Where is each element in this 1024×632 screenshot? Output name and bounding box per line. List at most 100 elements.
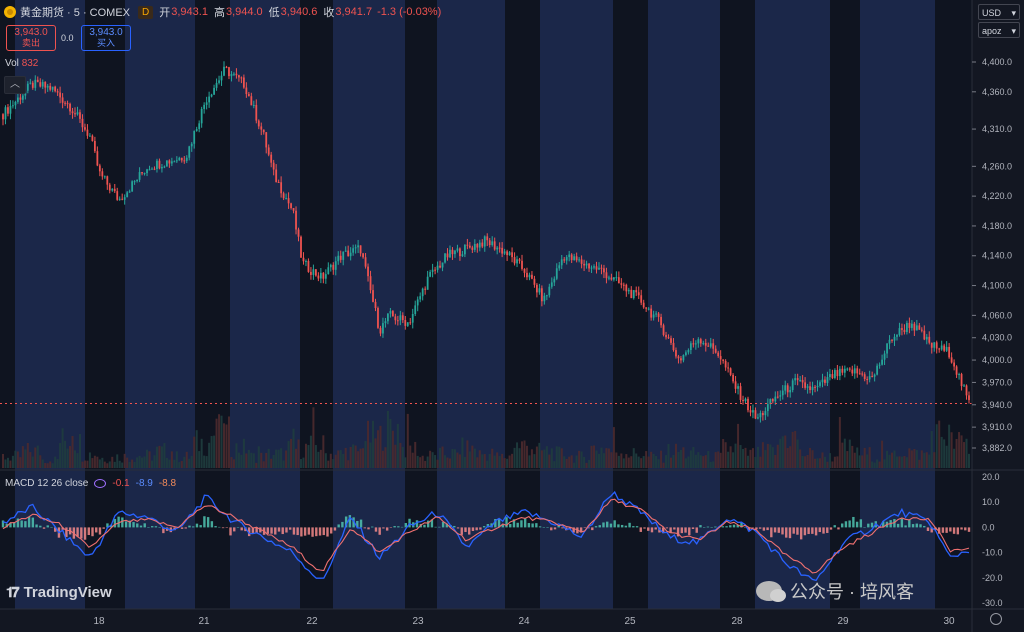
candle-body (540, 288, 543, 302)
macd-hist-bar (546, 527, 549, 528)
volume-bar (955, 438, 958, 468)
volume-bar (4, 459, 7, 468)
macd-hist-bar (617, 524, 620, 528)
sell-button[interactable]: 3,943.0 卖出 (6, 25, 56, 51)
candle-body (362, 253, 364, 258)
candle-body (553, 278, 556, 283)
macd-hist-bar (937, 527, 941, 534)
macd-tick-label: 10.0 (982, 497, 1000, 507)
volume-bar (953, 448, 956, 468)
buy-button[interactable]: 3,943.0 买入 (81, 25, 131, 51)
macd-hist-bar (561, 527, 564, 529)
candle-body (901, 328, 903, 330)
volume-value: 832 (21, 58, 39, 69)
candle-body (784, 385, 787, 391)
candle-body (158, 160, 161, 169)
scale-mode-select[interactable]: apoz ▾ (978, 22, 1020, 38)
candle-body (943, 345, 946, 351)
candle-body (588, 263, 590, 269)
macd-hist-bar (24, 521, 27, 528)
macd-hist-bar (852, 516, 855, 528)
volume-bars (2, 407, 970, 468)
macd-axis[interactable]: 20.0 10.0 0.0 -10.0 -20.0 -30.0 (982, 472, 1003, 608)
candle-body (928, 336, 931, 343)
macd-hist-bar (307, 527, 311, 535)
price-tick-label: 4,180.0 (982, 221, 1012, 231)
candle-body (463, 244, 466, 255)
volume-bar (339, 450, 342, 468)
macd-hist-bar (740, 522, 743, 528)
visibility-eye-icon[interactable] (94, 479, 107, 488)
macd-hist-bar (296, 527, 299, 536)
volume-bar (871, 461, 874, 468)
tradingview-brand[interactable]: 𝟏𝟕 TradingView (6, 584, 112, 601)
volume-bar (250, 452, 253, 468)
gear-icon[interactable] (990, 613, 1002, 625)
macd-hist-bar (20, 520, 23, 528)
candle-body (54, 86, 57, 92)
candle-body (958, 374, 960, 376)
volume-bar (148, 451, 151, 468)
candle-body (34, 79, 37, 88)
macd-hist-bar (281, 527, 284, 535)
macd-hist-bar (650, 527, 654, 533)
candle-body (734, 381, 737, 389)
macd-legend[interactable]: MACD 12 26 close -0.1 -8.9 -8.8 (5, 478, 176, 489)
volume-bar (386, 410, 389, 468)
volume-bar (267, 448, 270, 468)
macd-hist-bar (781, 527, 784, 535)
currency-select[interactable]: USD ▾ (978, 4, 1020, 20)
macd-hist-bar (647, 527, 650, 531)
gold-coin-icon (4, 6, 16, 18)
volume-bar (262, 461, 265, 468)
macd-hist-bar (732, 524, 736, 528)
macd-hist-bar (509, 523, 512, 528)
candle-body (218, 80, 220, 83)
candle-body (523, 268, 526, 273)
macd-hist-bar (602, 522, 605, 528)
price-axis[interactable]: 4,400.0 4,360.0 4,310.0 4,260.0 4,220.0 4,180… (972, 57, 1012, 453)
volume-bar (49, 461, 52, 468)
time-axis[interactable]: 18 21 22 23 24 25 28 29 30 (93, 616, 955, 627)
candle-body (645, 307, 648, 309)
volume-bar (615, 452, 618, 468)
volume-bar (357, 451, 360, 468)
macd-hist-bar (199, 525, 202, 528)
macd-hist-bar (557, 525, 560, 528)
volume-bar (846, 451, 849, 468)
candle-body (744, 398, 747, 402)
macd-hist-bar (382, 527, 385, 529)
candle-body (466, 244, 469, 246)
candle-body (724, 360, 727, 368)
candle-body (719, 356, 722, 360)
scale-mode-value: apoz (982, 26, 1002, 36)
volume-bar (794, 430, 797, 468)
collapse-legend-button[interactable]: ︿ (4, 76, 26, 94)
macd-hist-bar (632, 526, 635, 528)
macd-signal-value: -8.8 (158, 478, 177, 489)
volume-legend[interactable]: Vol 832 (5, 58, 38, 69)
candle-body (948, 346, 951, 358)
volume-bar (950, 432, 953, 468)
macd-hist-bar (482, 526, 486, 528)
candle-body (526, 272, 528, 278)
macd-hist-bar (620, 524, 624, 528)
volume-bar (523, 440, 526, 468)
volume-bar (814, 458, 817, 468)
candle-body (883, 353, 886, 360)
candle-body (682, 355, 685, 361)
candle-body (754, 410, 757, 419)
volume-bar (235, 443, 238, 468)
macd-hist-bar (505, 517, 508, 528)
macd-hist-bar (531, 523, 534, 528)
macd-hist-bar (706, 526, 710, 528)
candle-body (156, 160, 158, 169)
symbol-title[interactable]: 黄金期货 · 5 · COMEX (20, 7, 131, 19)
volume-bar (722, 439, 725, 468)
macd-hist-bar (128, 520, 132, 528)
volume-bar (230, 457, 233, 468)
price-tick-label: 3,882.0 (982, 443, 1012, 453)
macd-hist-bar (117, 516, 120, 528)
volume-bar (205, 456, 208, 468)
